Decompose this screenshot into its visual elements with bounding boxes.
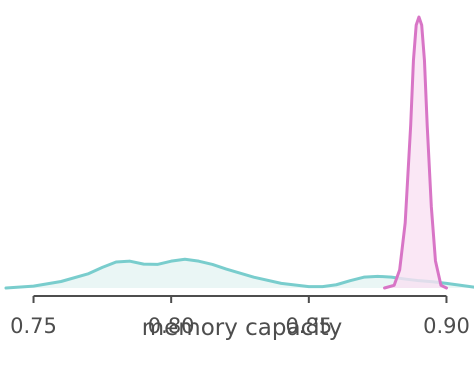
- x-tick-label: 0.85: [285, 314, 332, 338]
- density-area-pink: [384, 17, 447, 288]
- x-tick-label: 0.90: [423, 314, 470, 338]
- x-tick-label: 0.80: [148, 314, 195, 338]
- x-axis-ticks: 0.75 0.80 0.85 0.90: [10, 296, 470, 338]
- density-line-pink: [383, 15, 448, 290]
- x-axis-title: memory capacity: [142, 315, 343, 341]
- series-layer: [4, 15, 474, 290]
- x-tick-label: 0.75: [10, 314, 57, 338]
